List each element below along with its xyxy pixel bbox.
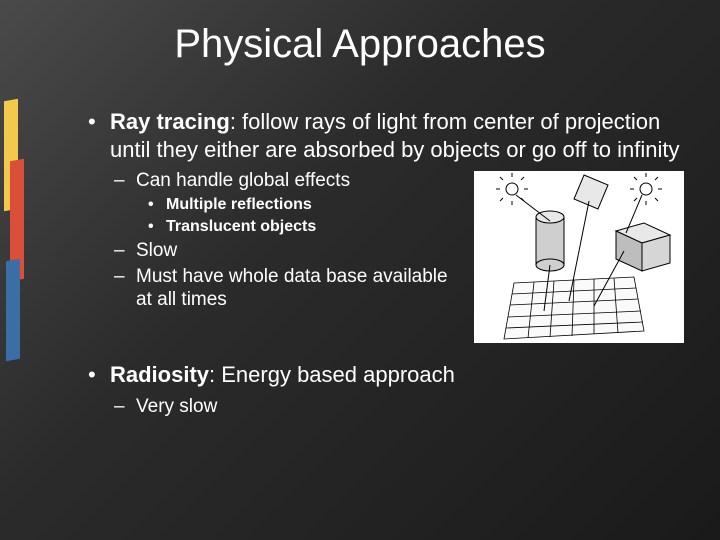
bullet-radiosity: Radiosity: Energy based approach xyxy=(88,361,680,389)
slide-body: Ray tracing: follow rays of light from c… xyxy=(88,108,680,420)
left-column: Can handle global effects Multiple refle… xyxy=(88,169,466,314)
raytracing-diagram xyxy=(474,171,684,343)
sub-translucent-objects: Translucent objects xyxy=(148,217,466,237)
bullet-raytracing: Ray tracing: follow rays of light from c… xyxy=(88,108,680,163)
sub-multiple-reflections: Multiple reflections xyxy=(148,195,466,215)
sub-database: Must have whole data base available at a… xyxy=(114,265,466,313)
sub-slow: Slow xyxy=(114,239,466,263)
shape-top-square xyxy=(574,175,608,209)
accent-bar-blue xyxy=(6,259,20,361)
sub-very-slow: Very slow xyxy=(114,395,680,419)
spacer xyxy=(88,343,680,361)
shape-cube xyxy=(616,223,670,271)
bullet-radiosity-text: : Energy based approach xyxy=(209,362,455,387)
bullet-radiosity-lead: Radiosity xyxy=(110,362,209,387)
projection-grid xyxy=(504,277,644,339)
sub-global-effects: Can handle global effects xyxy=(114,169,466,193)
two-column-row: Can handle global effects Multiple refle… xyxy=(88,169,680,343)
sun-right-icon xyxy=(630,173,662,205)
bullet-raytracing-lead: Ray tracing xyxy=(110,109,230,134)
slide: Physical Approaches Ray tracing: follow … xyxy=(0,0,720,540)
accent-bars xyxy=(0,100,28,360)
slide-title: Physical Approaches xyxy=(0,22,720,67)
raytracing-diagram-svg xyxy=(474,171,684,343)
shape-cylinder xyxy=(536,211,564,271)
